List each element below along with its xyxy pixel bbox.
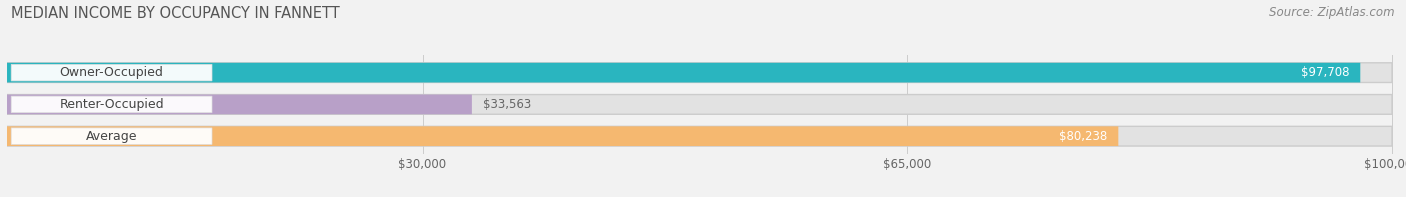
FancyBboxPatch shape <box>11 128 212 144</box>
Text: $97,708: $97,708 <box>1301 66 1350 79</box>
Text: Renter-Occupied: Renter-Occupied <box>59 98 165 111</box>
Text: Owner-Occupied: Owner-Occupied <box>59 66 163 79</box>
Text: $33,563: $33,563 <box>484 98 531 111</box>
FancyBboxPatch shape <box>11 96 212 113</box>
FancyBboxPatch shape <box>7 63 1360 83</box>
Text: Source: ZipAtlas.com: Source: ZipAtlas.com <box>1270 6 1395 19</box>
FancyBboxPatch shape <box>7 126 1118 146</box>
FancyBboxPatch shape <box>11 64 212 81</box>
FancyBboxPatch shape <box>7 63 1392 83</box>
Text: Average: Average <box>86 130 138 143</box>
Text: $80,238: $80,238 <box>1059 130 1108 143</box>
FancyBboxPatch shape <box>7 126 1392 146</box>
Text: MEDIAN INCOME BY OCCUPANCY IN FANNETT: MEDIAN INCOME BY OCCUPANCY IN FANNETT <box>11 6 340 21</box>
FancyBboxPatch shape <box>7 95 1392 114</box>
FancyBboxPatch shape <box>7 95 472 114</box>
